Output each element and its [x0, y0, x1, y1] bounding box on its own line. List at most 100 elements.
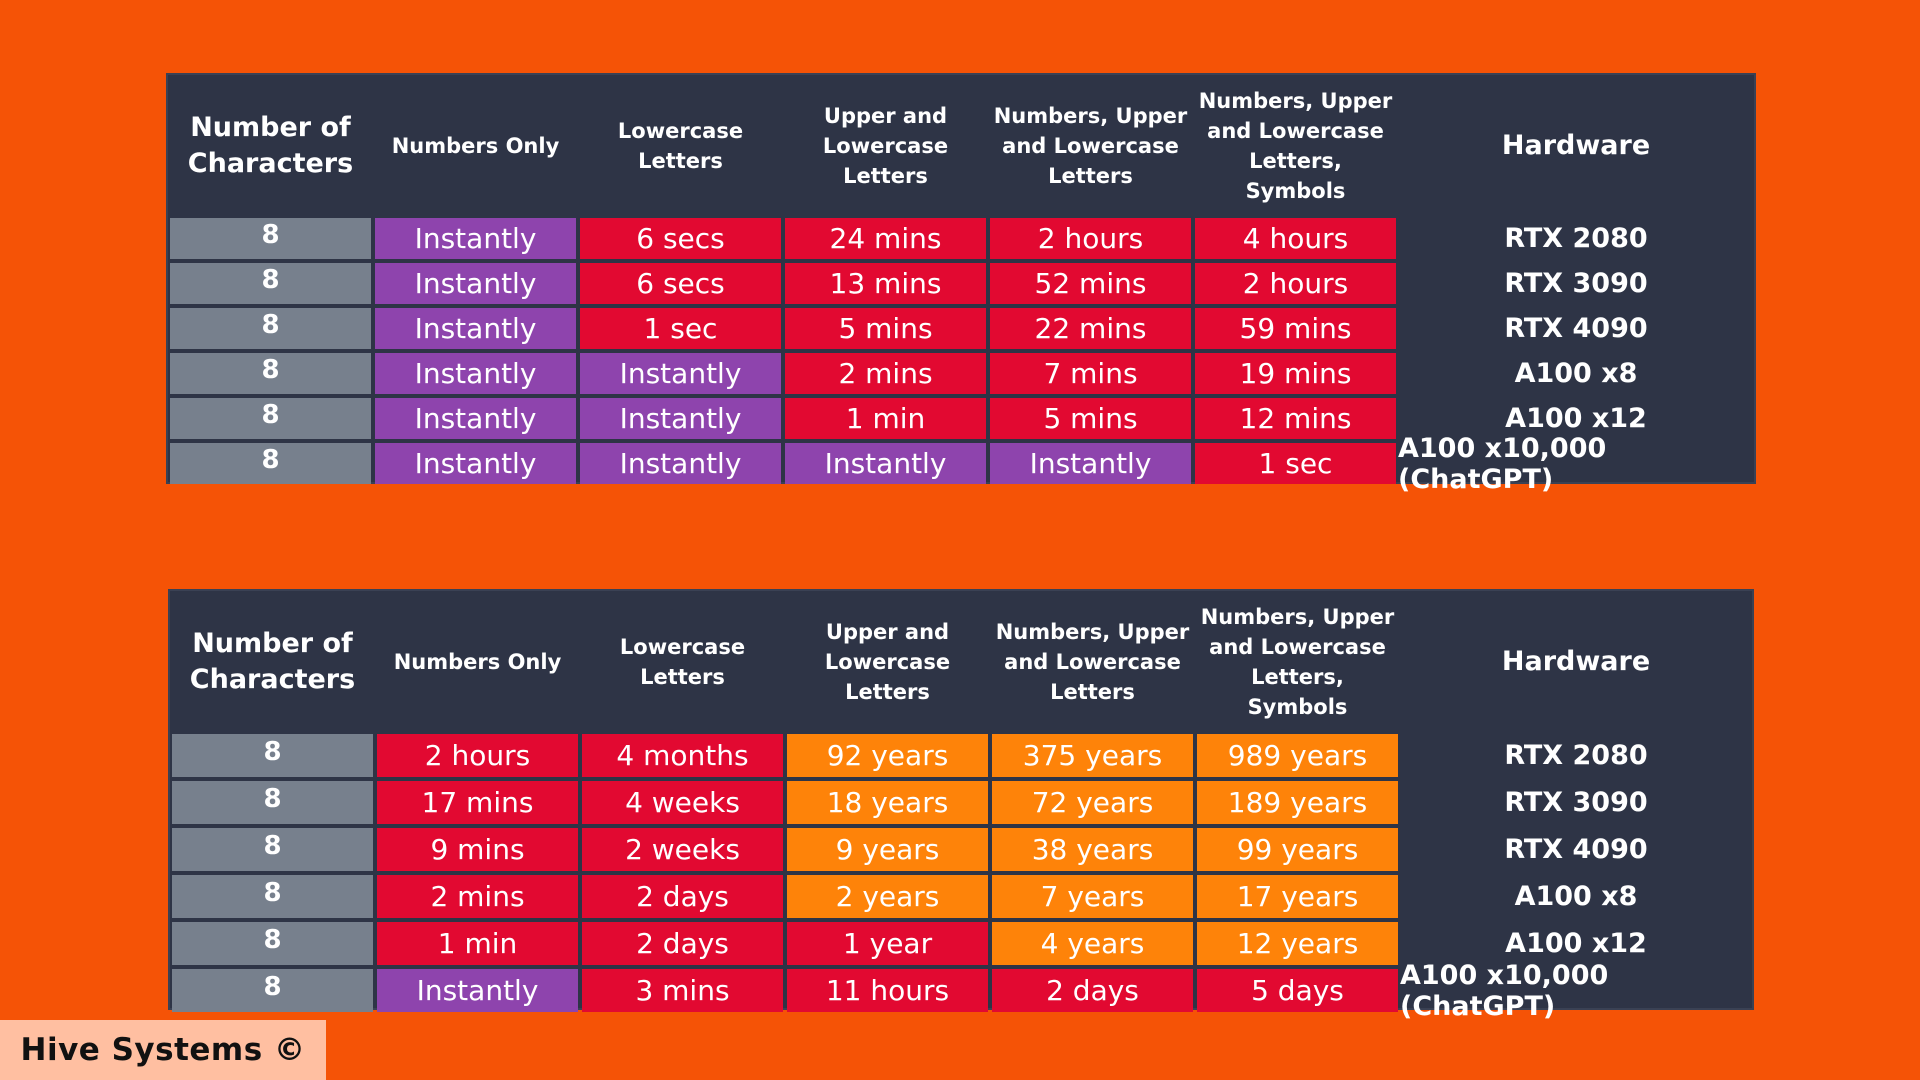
cell-crack-time: 2 days	[992, 969, 1193, 1012]
cell-crack-time: 3 mins	[582, 969, 783, 1012]
cell-crack-time: 9 mins	[377, 828, 578, 871]
cell-crack-time: 19 mins	[1195, 353, 1396, 394]
cell-crack-time: 6 secs	[580, 263, 781, 304]
cell-crack-time: 2 hours	[990, 218, 1191, 259]
cell-characters: 8	[170, 263, 371, 304]
cell-crack-time: 24 mins	[785, 218, 986, 259]
cell-hardware: A100 x12	[1505, 928, 1647, 959]
header-numbers-only: Numbers Only	[391, 133, 560, 158]
cell-hardware: A100 x8	[1514, 358, 1638, 389]
cell-crack-time: 5 mins	[990, 398, 1191, 439]
cell-crack-time: 38 years	[992, 828, 1193, 871]
cell-crack-time: Instantly	[375, 263, 576, 304]
cell-crack-time: 9 years	[787, 828, 988, 871]
header-numbers-upper-lowercase-symbols: Numbers, Upper and Lowercase Letters, Sy…	[1198, 88, 1393, 203]
header-numbers-upper-lowercase: Numbers, Upper and Lowercase Letters	[995, 619, 1190, 704]
cell-crack-time: 2 years	[787, 875, 988, 918]
header-lowercase: Lowercase Letters	[617, 118, 744, 173]
cell-crack-time: 1 min	[785, 398, 986, 439]
header-lowercase: Lowercase Letters	[619, 634, 746, 689]
cell-crack-time: 2 days	[582, 922, 783, 965]
cell-characters: 8	[172, 734, 373, 777]
cell-hardware: RTX 2080	[1504, 740, 1648, 771]
cell-crack-time: 4 months	[582, 734, 783, 777]
cell-crack-time: 17 mins	[377, 781, 578, 824]
cell-crack-time: 99 years	[1197, 828, 1398, 871]
cell-characters: 8	[170, 443, 371, 484]
cell-hardware: A100 x8	[1514, 881, 1638, 912]
header-characters: Number of Characters	[189, 627, 356, 695]
cell-crack-time: 13 mins	[785, 263, 986, 304]
cell-crack-time: 2 mins	[785, 353, 986, 394]
header-upper-lowercase: Upper and Lowercase Letters	[824, 619, 951, 704]
cell-crack-time: 4 weeks	[582, 781, 783, 824]
cell-crack-time: 989 years	[1197, 734, 1398, 777]
cell-crack-time: 189 years	[1197, 781, 1398, 824]
cell-crack-time: 7 years	[992, 875, 1193, 918]
cell-crack-time: Instantly	[580, 353, 781, 394]
cell-hardware: A100 x12	[1505, 403, 1647, 434]
header-numbers-upper-lowercase-symbols: Numbers, Upper and Lowercase Letters, Sy…	[1200, 604, 1395, 719]
cell-crack-time: 72 years	[992, 781, 1193, 824]
cell-crack-time: 1 year	[787, 922, 988, 965]
header-upper-lowercase: Upper and Lowercase Letters	[822, 103, 949, 188]
cell-crack-time: Instantly	[580, 443, 781, 484]
header-characters: Number of Characters	[187, 111, 354, 179]
cell-crack-time: 22 mins	[990, 308, 1191, 349]
password-table-bottom: Number of Characters Numbers Only Lowercas…	[168, 589, 1754, 1022]
cell-crack-time: 17 years	[1197, 875, 1398, 918]
cell-crack-time: Instantly	[375, 353, 576, 394]
cell-crack-time: 1 min	[377, 922, 578, 965]
cell-crack-time: 2 days	[582, 875, 783, 918]
cell-crack-time: 18 years	[787, 781, 988, 824]
cell-crack-time: Instantly	[375, 398, 576, 439]
cell-crack-time: 59 mins	[1195, 308, 1396, 349]
watermark-label: Hive Systems ©	[0, 1020, 326, 1080]
header-hardware: Hardware	[1501, 645, 1651, 677]
cell-crack-time: Instantly	[580, 398, 781, 439]
cell-crack-time: 2 hours	[1195, 263, 1396, 304]
cell-crack-time: Instantly	[990, 443, 1191, 484]
cell-crack-time: 12 mins	[1195, 398, 1396, 439]
cell-characters: 8	[172, 922, 373, 965]
cell-crack-time: 1 sec	[580, 308, 781, 349]
cell-characters: 8	[172, 828, 373, 871]
cell-hardware: RTX 3090	[1504, 268, 1648, 299]
cell-crack-time: 4 hours	[1195, 218, 1396, 259]
cell-hardware: A100 x10,000 (ChatGPT)	[1400, 959, 1609, 1022]
cell-hardware: RTX 4090	[1504, 313, 1648, 344]
password-table-top: Number of Characters Numbers Only Lowercas…	[166, 73, 1756, 495]
cell-crack-time: 7 mins	[990, 353, 1191, 394]
cell-hardware: A100 x10,000 (ChatGPT)	[1398, 432, 1607, 495]
cell-crack-time: 2 weeks	[582, 828, 783, 871]
cell-crack-time: Instantly	[785, 443, 986, 484]
cell-crack-time: 2 hours	[377, 734, 578, 777]
header-hardware: Hardware	[1501, 129, 1651, 161]
cell-characters: 8	[172, 875, 373, 918]
header-numbers-upper-lowercase: Numbers, Upper and Lowercase Letters	[993, 103, 1188, 188]
cell-crack-time: 5 days	[1197, 969, 1398, 1012]
cell-characters: 8	[170, 308, 371, 349]
cell-crack-time: 5 mins	[785, 308, 986, 349]
cell-hardware: RTX 4090	[1504, 834, 1648, 865]
cell-crack-time: 4 years	[992, 922, 1193, 965]
cell-crack-time: 1 sec	[1195, 443, 1396, 484]
cell-crack-time: 12 years	[1197, 922, 1398, 965]
cell-hardware: RTX 3090	[1504, 787, 1648, 818]
cell-crack-time: 92 years	[787, 734, 988, 777]
cell-crack-time: 6 secs	[580, 218, 781, 259]
cell-crack-time: 2 mins	[377, 875, 578, 918]
cell-characters: 8	[170, 353, 371, 394]
cell-crack-time: 375 years	[992, 734, 1193, 777]
cell-crack-time: 11 hours	[787, 969, 988, 1012]
cell-crack-time: Instantly	[375, 443, 576, 484]
cell-crack-time: Instantly	[375, 218, 576, 259]
cell-crack-time: Instantly	[377, 969, 578, 1012]
cell-crack-time: Instantly	[375, 308, 576, 349]
cell-crack-time: 52 mins	[990, 263, 1191, 304]
cell-characters: 8	[172, 781, 373, 824]
header-numbers-only: Numbers Only	[393, 649, 562, 674]
cell-hardware: RTX 2080	[1504, 223, 1648, 254]
cell-characters: 8	[170, 398, 371, 439]
cell-characters: 8	[170, 218, 371, 259]
